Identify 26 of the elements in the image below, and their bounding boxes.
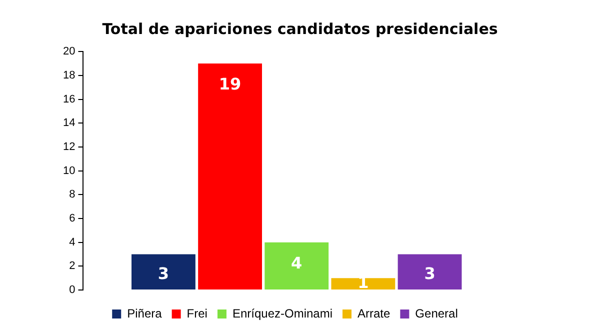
data-label: 3 xyxy=(158,264,170,284)
bar xyxy=(398,254,462,290)
bar xyxy=(198,64,262,290)
y-tick-label: 20 xyxy=(62,46,76,58)
chart-title: Total de apariciones candidatos presidenciales xyxy=(101,19,499,40)
data-label: 3 xyxy=(424,264,436,284)
y-tick-label: 2 xyxy=(69,260,76,272)
legend-label: Frei xyxy=(186,306,208,320)
legend-label: General xyxy=(415,306,458,320)
y-tick-label: 4 xyxy=(69,236,76,248)
y-tick-label: 12 xyxy=(62,140,76,153)
y-tick-label: 8 xyxy=(69,188,76,201)
y-tick-label: 16 xyxy=(62,93,76,106)
y-tick-label: 0 xyxy=(69,284,76,296)
data-label: 19 xyxy=(218,74,242,94)
bar xyxy=(331,278,396,290)
legend-label: Piñera xyxy=(127,306,162,320)
y-tick-label: 14 xyxy=(62,117,76,130)
data-label: 4 xyxy=(291,253,302,272)
y-tick-label: 18 xyxy=(62,69,76,82)
y-tick-label: 6 xyxy=(69,212,76,225)
y-tick-label: 10 xyxy=(62,164,76,177)
legend-label: Enríquez-Ominami xyxy=(232,306,333,320)
bar xyxy=(264,242,329,290)
legend-label: Arrate xyxy=(358,306,391,320)
bar xyxy=(132,254,196,290)
